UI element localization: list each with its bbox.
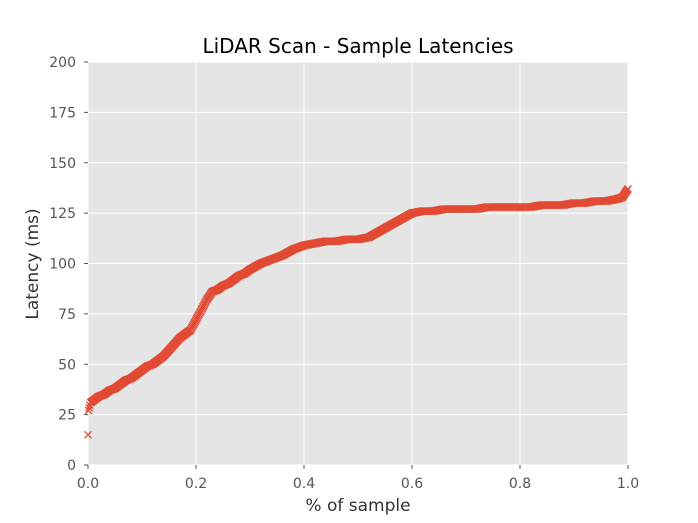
- y-tick-label: 25: [58, 408, 76, 424]
- y-tick-label: 200: [49, 55, 76, 71]
- y-tick-label: 75: [58, 307, 76, 323]
- data-points: [84, 184, 632, 439]
- chart-title: LiDAR Scan - Sample Latencies: [202, 34, 513, 58]
- y-axis-label: Latency (ms): [23, 208, 43, 319]
- y-tick-label: 125: [49, 206, 76, 222]
- x-tick-label: 0.4: [293, 476, 315, 492]
- data-point-marker: [624, 184, 632, 193]
- x-tick-label: 0.6: [401, 476, 423, 492]
- y-tick-label: 175: [49, 105, 76, 121]
- y-tick-label: 150: [49, 156, 76, 172]
- grid: [87, 61, 629, 466]
- y-tick-label: 0: [67, 458, 76, 474]
- ticks: 0.0 0.2 0.4 0.6 0.8 1.0 0 25 50 75 100 125 150 175 200: [49, 55, 639, 492]
- data-point-marker: [84, 430, 92, 439]
- y-tick-label: 100: [49, 257, 76, 273]
- x-tick-label: 0.0: [77, 476, 99, 492]
- x-tick-label: 1.0: [617, 476, 639, 492]
- y-tick-label: 50: [58, 357, 76, 373]
- x-tick-label: 0.2: [185, 476, 207, 492]
- x-tick-label: 0.8: [509, 476, 531, 492]
- x-axis-label: % of sample: [305, 496, 410, 516]
